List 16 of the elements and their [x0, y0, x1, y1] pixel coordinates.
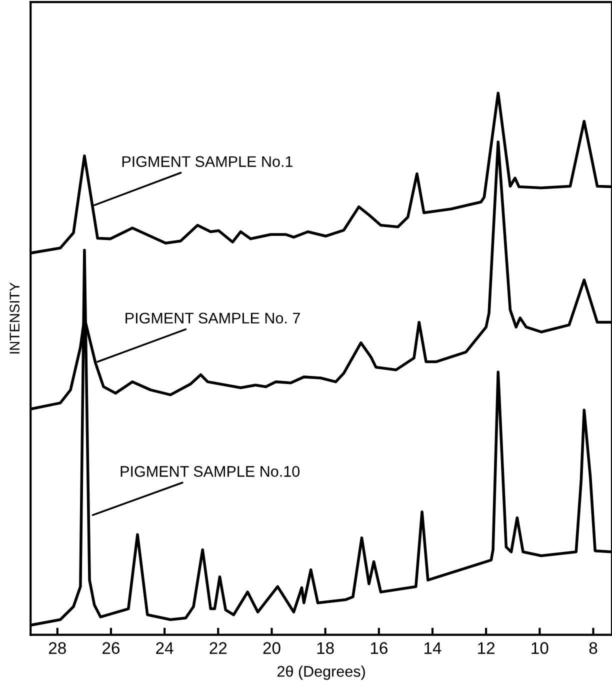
x-tick-label: 12 — [478, 642, 495, 654]
y-axis-title: INTENSITY — [10, 282, 20, 354]
x-tick-label: 28 — [48, 642, 66, 654]
x-tick-label: 16 — [370, 642, 388, 654]
x-axis-title: 2θ (Degrees) — [277, 666, 365, 680]
x-tick-label: 20 — [263, 642, 280, 654]
x-tick-label: 8 — [589, 642, 598, 654]
annotation: PIGMENT SAMPLE No.1 — [122, 156, 292, 167]
x-tick-label: 24 — [156, 642, 174, 654]
annotation: PIGMENT SAMPLE No.10 — [120, 466, 300, 477]
annotation: PIGMENT SAMPLE No. 7 — [126, 312, 300, 324]
x-tick-label: 22 — [210, 642, 227, 654]
x-tick-label: 26 — [102, 642, 120, 654]
x-tick-label: 14 — [424, 642, 442, 654]
x-tick-label: 10 — [532, 642, 548, 654]
x-tick-label: 18 — [317, 642, 334, 654]
